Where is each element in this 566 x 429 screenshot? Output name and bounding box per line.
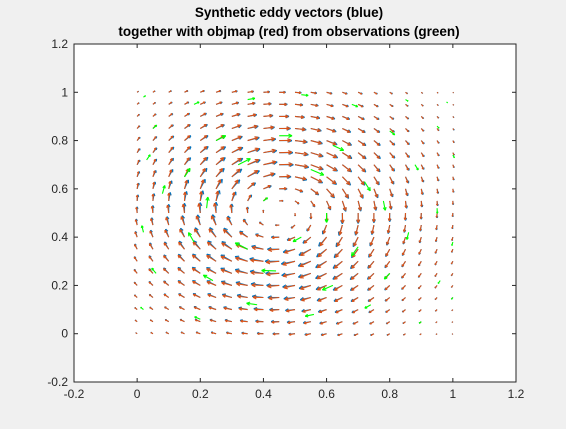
x-tick-label: 0.4 [255, 387, 272, 401]
y-tick-label: -0.2 [47, 375, 68, 389]
objmap-vector [452, 201, 453, 204]
objmap-vector [436, 334, 437, 335]
objmap-vector [452, 322, 453, 323]
objmap-vector [279, 200, 283, 201]
y-tick-label: 0.6 [51, 182, 68, 196]
objmap-vector [453, 189, 454, 192]
objmap-vector [276, 225, 280, 226]
x-tick-label: -0.2 [64, 387, 85, 401]
y-tick-label: 0.4 [51, 230, 68, 244]
objmap-vector [295, 213, 296, 216]
x-tick-label: 0.6 [318, 387, 335, 401]
y-tick-label: 1.2 [51, 37, 68, 51]
objmap-vector [453, 92, 454, 93]
x-tick-label: 1.2 [508, 387, 525, 401]
x-tick-label: 0.8 [381, 387, 398, 401]
objmap-vector [263, 210, 264, 213]
y-tick-label: 0.2 [51, 278, 68, 292]
y-tick-label: 1 [61, 85, 68, 99]
objmap-vector [452, 334, 453, 335]
chart-title-line-2: together with objmap (red) from observat… [118, 24, 459, 39]
y-tick-label: 0.8 [51, 134, 68, 148]
x-tick-label: 0 [134, 387, 141, 401]
x-tick-label: 0.2 [192, 387, 209, 401]
objmap-vector [453, 116, 454, 117]
objmap-vector [437, 92, 438, 93]
y-tick-label: 0 [61, 327, 68, 341]
objmap-vector [453, 104, 454, 105]
objmap-vector [436, 201, 437, 205]
chart-title-line-1: Synthetic eddy vectors (blue) [195, 5, 383, 20]
x-tick-label: 1 [450, 387, 457, 401]
